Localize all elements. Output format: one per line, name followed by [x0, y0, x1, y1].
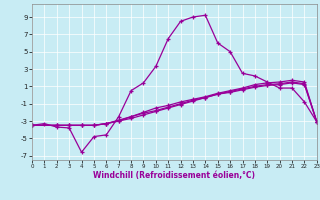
X-axis label: Windchill (Refroidissement éolien,°C): Windchill (Refroidissement éolien,°C) — [93, 171, 255, 180]
